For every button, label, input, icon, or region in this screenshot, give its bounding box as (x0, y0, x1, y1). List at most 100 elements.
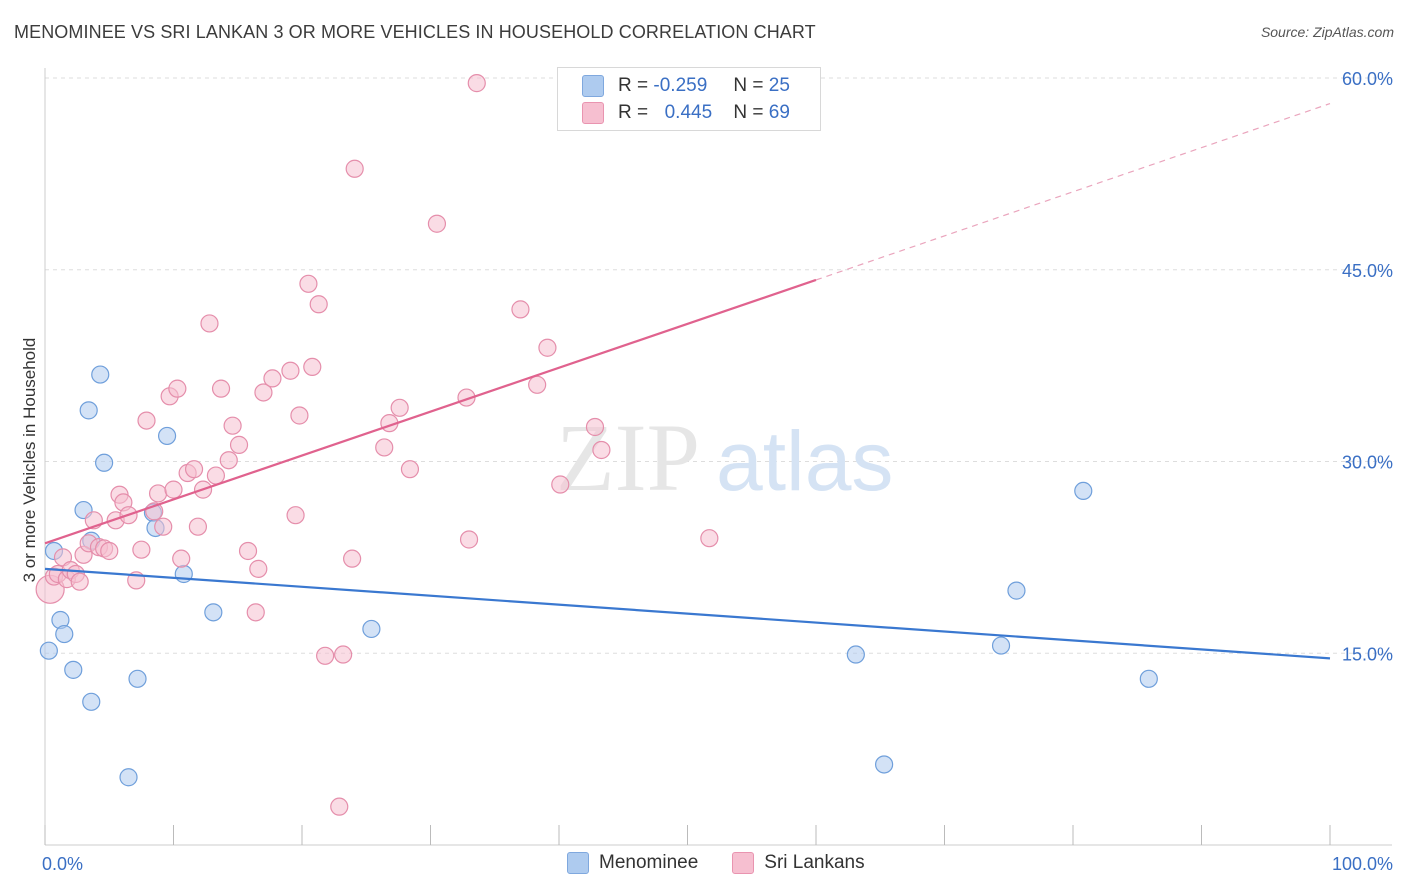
data-point-sri-lankans (263, 369, 282, 388)
data-point-menominee (157, 426, 177, 446)
data-point-menominee (39, 641, 58, 660)
data-point-sri-lankans (400, 460, 420, 479)
trend-extension-sri-lankans (815, 102, 1331, 281)
data-point-sri-lankans (154, 517, 173, 536)
data-point-sri-lankans (168, 379, 187, 398)
data-point-sri-lankans (286, 506, 305, 525)
data-point-sri-lankans (223, 416, 242, 435)
legend-n-value-sri-lankans: 69 (768, 102, 790, 123)
source-label: Source: ZipAtlas.com (1260, 24, 1394, 40)
data-point-sri-lankans (303, 357, 322, 377)
data-point-sri-lankans (254, 383, 273, 402)
watermark: ZIP atlas (556, 404, 893, 511)
data-point-sri-lankans (334, 645, 353, 664)
data-point-sri-lankans (299, 274, 318, 293)
data-point-sri-lankans (200, 314, 219, 333)
data-point-menominee (64, 660, 83, 679)
legend-row-menominee: R = -0.259 N = 25 (582, 73, 790, 99)
data-point-sri-lankans (390, 398, 409, 417)
data-point-sri-lankans (100, 541, 119, 561)
legend-swatch-sri-lankans (582, 102, 604, 124)
data-point-sri-lankans (137, 411, 156, 430)
watermark-atlas: atlas (716, 414, 893, 508)
data-point-sri-lankans (188, 517, 208, 536)
data-point-sri-lankans (211, 379, 231, 398)
data-point-sri-lankans (238, 541, 258, 561)
data-point-menominee (362, 619, 381, 639)
y-tick-label: 60.0% (1342, 69, 1393, 89)
series-legend: Menominee Sri Lankans (567, 852, 899, 874)
data-point-menominee (204, 603, 223, 622)
data-point-sri-lankans (592, 440, 611, 460)
data-point-sri-lankans (511, 300, 530, 319)
data-point-sri-lankans (229, 435, 249, 454)
data-point-sri-lankans (206, 466, 226, 485)
data-point-sri-lankans (427, 214, 447, 233)
legend-n-value-menominee: 25 (768, 75, 790, 96)
data-point-sri-lankans (467, 74, 486, 93)
data-point-sri-lankans (219, 451, 238, 470)
data-point-menominee (82, 692, 101, 711)
data-point-sri-lankans (459, 530, 479, 549)
data-point-sri-lankans (249, 559, 268, 578)
data-point-menominee (128, 669, 147, 688)
stats-legend: R = -0.259 N = 25 R = 0.445 N = 69 (557, 67, 821, 131)
data-point-sri-lankans (172, 549, 191, 568)
data-point-sri-lankans (132, 540, 151, 559)
trend-lines (44, 102, 1331, 660)
chart-title: MENOMINEE VS SRI LANKAN 3 OR MORE VEHICL… (14, 22, 816, 42)
data-point-sri-lankans (551, 475, 570, 494)
legend-r-value-menominee: -0.259 (653, 75, 708, 96)
data-point-sri-lankans (148, 484, 168, 503)
data-point-sri-lankans (330, 797, 349, 816)
legend-r-label: R = (618, 102, 649, 123)
data-points (35, 74, 1158, 816)
legend-item-menominee[interactable]: Menominee (567, 852, 698, 874)
data-point-sri-lankans (70, 572, 89, 591)
data-point-sri-lankans (585, 417, 605, 437)
legend-label-sri-lankans: Sri Lankans (764, 852, 865, 873)
tick-labels: 15.0% 30.0% 45.0% 60.0% 0.0% 100.0% (42, 69, 1393, 874)
data-point-menominee (846, 645, 865, 664)
legend-label-menominee: Menominee (599, 852, 699, 873)
data-point-menominee (1074, 481, 1093, 501)
legend-swatch-sri-lankans (732, 852, 755, 874)
trend-line-sri-lankans (44, 278, 817, 545)
data-point-sri-lankans (375, 438, 394, 457)
data-point-menominee (91, 365, 110, 384)
legend-r-label: R = (618, 75, 649, 96)
legend-n-label: N = (733, 102, 764, 123)
data-point-sri-lankans (164, 480, 183, 499)
axes (44, 68, 1392, 846)
legend-row-sri-lankans: R = 0.445 N = 69 (582, 100, 790, 126)
data-point-menominee (55, 624, 74, 644)
data-point-menominee (1139, 669, 1158, 688)
y-tick-label: 45.0% (1342, 261, 1393, 281)
data-point-menominee (119, 768, 138, 787)
watermark-zip: ZIP (556, 404, 700, 511)
data-point-sri-lankans (343, 549, 362, 568)
y-tick-label: 15.0% (1342, 644, 1393, 664)
data-point-sri-lankans (528, 375, 547, 394)
data-point-menominee (95, 453, 114, 472)
legend-n-label: N = (733, 75, 764, 96)
data-point-sri-lankans (281, 361, 300, 380)
data-point-menominee (79, 401, 98, 420)
data-point-menominee (1007, 581, 1026, 600)
grid-lines (45, 77, 1392, 654)
data-point-sri-lankans (538, 338, 557, 357)
legend-item-sri-lankans[interactable]: Sri Lankans (732, 852, 865, 874)
data-point-sri-lankans (345, 159, 364, 178)
data-point-menominee (991, 636, 1011, 655)
data-point-sri-lankans (700, 529, 719, 548)
legend-swatch-menominee (582, 75, 604, 97)
legend-swatch-menominee (567, 852, 589, 874)
data-point-sri-lankans (246, 603, 265, 622)
data-point-sri-lankans (316, 646, 335, 665)
data-point-sri-lankans (290, 406, 309, 425)
data-point-menominee (875, 755, 894, 774)
trend-line-menominee (44, 567, 1331, 660)
y-tick-label: 30.0% (1342, 453, 1393, 473)
x-tick-label-min: 0.0% (42, 854, 83, 874)
